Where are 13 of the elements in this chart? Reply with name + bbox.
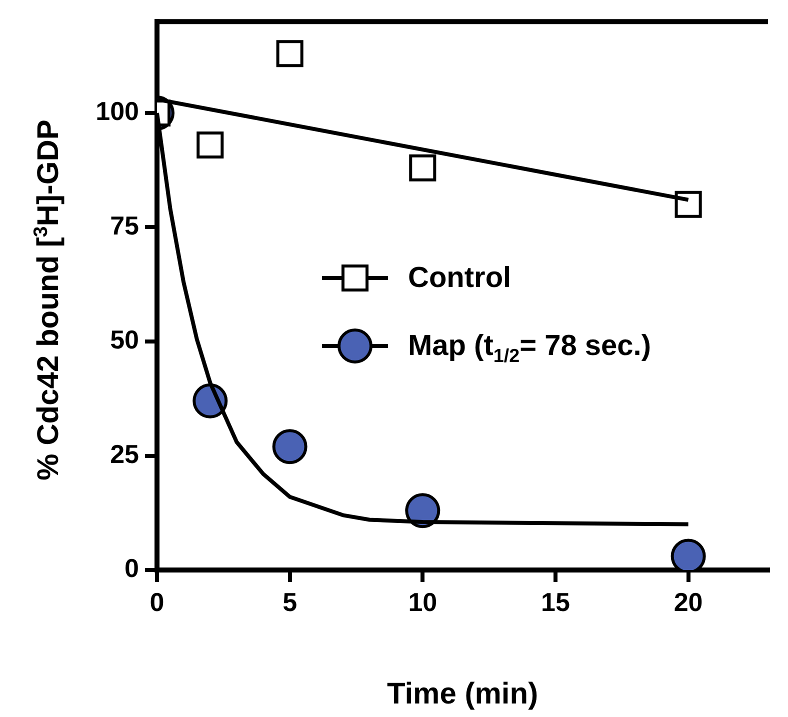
y-tick-label: 0 xyxy=(124,553,139,584)
legend-label: Map (t$_{1/2}$= 78 sec.) xyxy=(408,329,651,368)
y-tick-label: 50 xyxy=(110,324,139,355)
x-tick-label: 20 xyxy=(674,586,703,617)
x-axis-title: Time (min) xyxy=(386,677,538,710)
legend-label: Control xyxy=(408,261,512,296)
x-tick-label: 15 xyxy=(541,586,570,617)
y-tick-label: 25 xyxy=(110,438,139,469)
x-tick-label: 5 xyxy=(282,586,298,617)
y-tick-label: 100 xyxy=(96,96,139,126)
y-tick-label: 75 xyxy=(110,210,139,240)
x-tick-label: 10 xyxy=(408,586,438,617)
x-tick-label: 0 xyxy=(150,586,164,617)
